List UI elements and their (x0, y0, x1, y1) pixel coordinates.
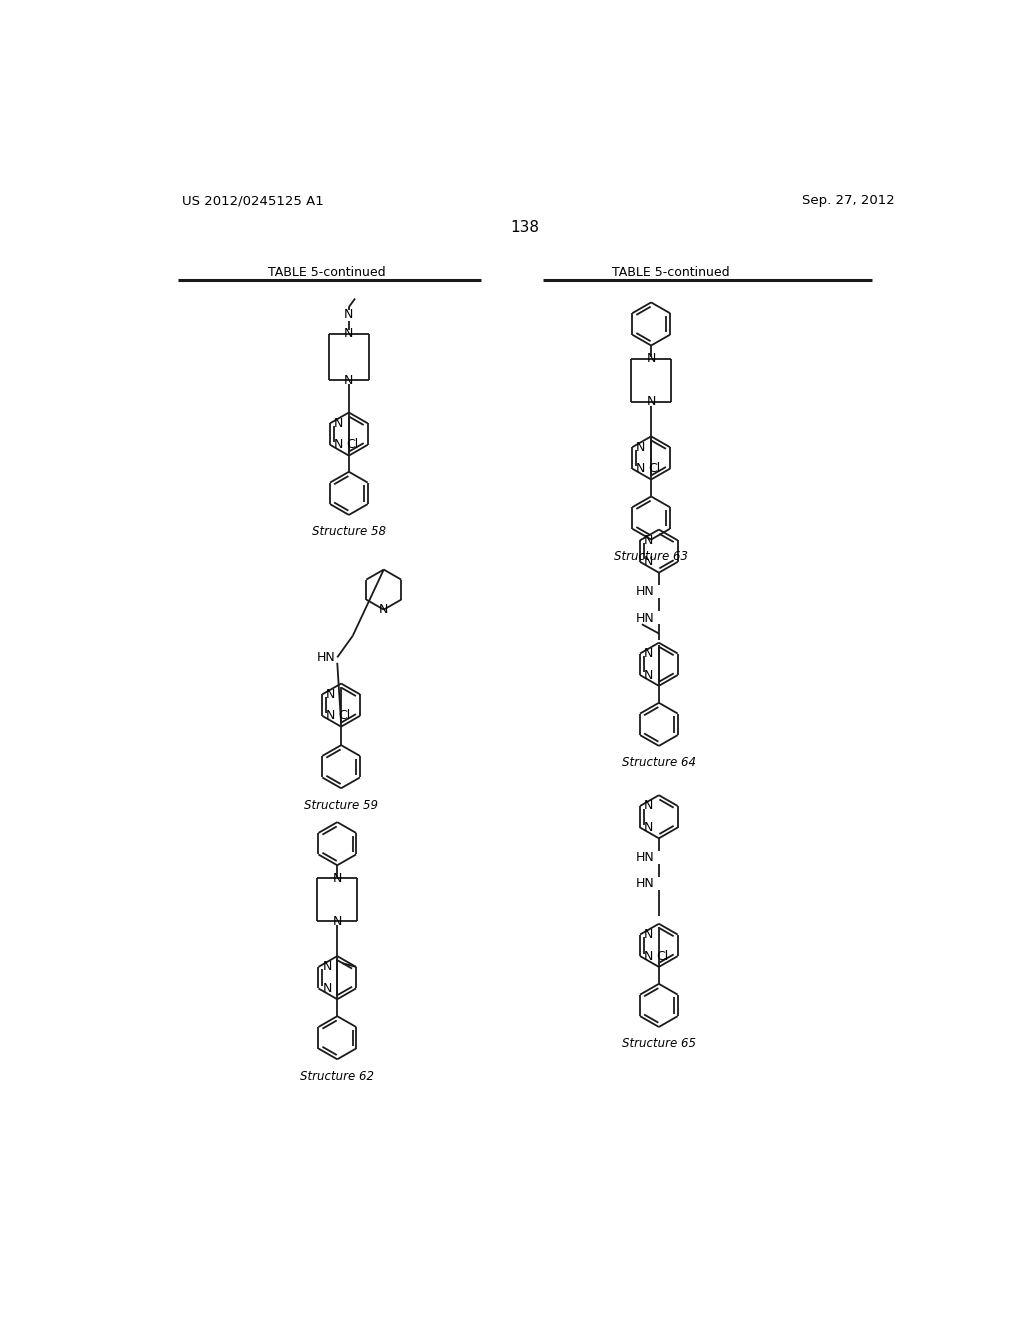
Text: HN: HN (636, 878, 654, 890)
Text: Structure 62: Structure 62 (300, 1069, 374, 1082)
Text: N: N (644, 821, 653, 834)
Text: HN: HN (636, 585, 654, 598)
Text: HN: HN (636, 611, 654, 624)
Text: N: N (334, 417, 343, 430)
Text: N: N (644, 533, 653, 546)
Text: N: N (333, 871, 342, 884)
Text: N: N (644, 800, 653, 813)
Text: HN: HN (316, 651, 335, 664)
Text: N: N (644, 647, 653, 660)
Text: N: N (644, 928, 653, 941)
Text: Structure 63: Structure 63 (614, 550, 688, 564)
Text: N: N (644, 668, 653, 681)
Text: N: N (327, 688, 336, 701)
Text: N: N (636, 462, 645, 475)
Text: N: N (644, 949, 653, 962)
Text: N: N (323, 982, 332, 995)
Text: Cl: Cl (656, 949, 669, 962)
Text: Structure 58: Structure 58 (312, 525, 386, 539)
Text: N: N (636, 441, 645, 454)
Text: N: N (644, 556, 653, 569)
Text: N: N (646, 395, 655, 408)
Text: N: N (344, 308, 353, 321)
Text: N: N (333, 915, 342, 928)
Text: N: N (646, 352, 655, 366)
Text: N: N (323, 961, 332, 973)
Text: N: N (334, 438, 343, 451)
Text: Structure 64: Structure 64 (622, 756, 696, 770)
Text: Structure 59: Structure 59 (304, 799, 378, 812)
Text: TABLE 5-continued: TABLE 5-continued (267, 265, 385, 279)
Text: Structure 65: Structure 65 (622, 1038, 696, 1051)
Text: N: N (344, 327, 353, 341)
Text: Cl: Cl (338, 709, 350, 722)
Text: 138: 138 (510, 220, 540, 235)
Text: N: N (379, 603, 388, 616)
Text: Cl: Cl (346, 438, 358, 451)
Text: N: N (327, 709, 336, 722)
Text: TABLE 5-continued: TABLE 5-continued (611, 265, 729, 279)
Text: Sep. 27, 2012: Sep. 27, 2012 (802, 194, 895, 207)
Text: US 2012/0245125 A1: US 2012/0245125 A1 (182, 194, 324, 207)
Text: HN: HN (636, 851, 654, 865)
Text: Cl: Cl (648, 462, 660, 475)
Text: N: N (344, 374, 353, 387)
